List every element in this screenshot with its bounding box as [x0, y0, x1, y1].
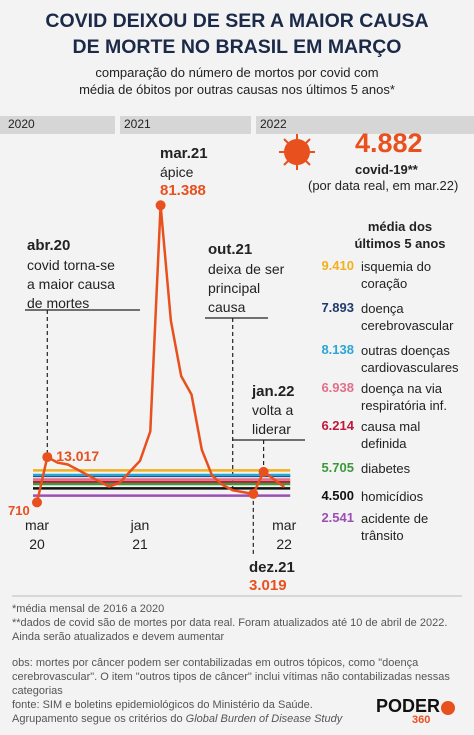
- annotation-text: ápice: [160, 164, 194, 180]
- year-gap: [115, 116, 120, 134]
- legend-value: 9.410: [321, 258, 354, 273]
- legend-title: média dos últimos 5 anos: [354, 219, 446, 251]
- grouping-text: Agrupamento segue os critérios do: [12, 713, 186, 725]
- legend-value: 2.541: [321, 510, 354, 525]
- legend-value: 6.938: [321, 380, 354, 395]
- legend-label: acidente de trânsito: [361, 511, 429, 543]
- year-label: 2020: [8, 117, 35, 131]
- legend-value: 7.893: [321, 300, 354, 315]
- annotation-title: dez.21: [249, 559, 295, 576]
- covid-point: [155, 200, 166, 211]
- annotation-text: covid torna-se a maior causa de mortes: [27, 257, 115, 311]
- legend-label: outras doenças cardiovasculares: [361, 343, 459, 375]
- legend-value: 5.705: [321, 460, 354, 475]
- annotation-text: deixa de ser principal causa: [208, 261, 285, 315]
- annotation-title: jan.22: [252, 383, 295, 400]
- x-tick-label: mar 20: [24, 517, 50, 552]
- year-label: 2021: [124, 117, 151, 131]
- latest-value: 4.882: [355, 128, 423, 158]
- legend-label: causa mal definida: [361, 419, 421, 451]
- annotation-title: abr.20: [27, 237, 71, 254]
- value-label: 13.017: [56, 448, 100, 465]
- annotation-title: out.21: [208, 241, 253, 258]
- virus-icon: [279, 134, 315, 170]
- series-note: (por data real, em mar.22): [308, 178, 459, 193]
- series-name: covid-19**: [355, 162, 418, 177]
- legend-value: 8.138: [321, 342, 354, 357]
- legend-label: doença na via respiratória inf.: [361, 381, 447, 413]
- x-tick-label: mar 22: [272, 517, 297, 552]
- value-label: 710: [8, 503, 30, 518]
- annotation-title: mar.21: [160, 145, 208, 162]
- value-label: 3.019: [249, 577, 287, 594]
- footnote: **dados de covid são de mortes por data …: [12, 617, 448, 643]
- logo-number: 360: [412, 714, 431, 726]
- year-gap: [251, 116, 256, 134]
- covid-point: [32, 497, 42, 508]
- legend-value: 4.500: [321, 488, 354, 503]
- title: COVID DEIXOU DE SER A MAIOR CAUSA DE MOR…: [45, 10, 429, 58]
- obs: obs: mortes por câncer podem ser contabi…: [12, 657, 450, 697]
- covid-point: [42, 452, 53, 463]
- covid-point: [258, 466, 269, 477]
- year-label: 2022: [260, 117, 287, 131]
- grouping: Agrupamento segue os critérios do Global…: [12, 712, 462, 726]
- legend-value: 6.214: [321, 418, 354, 433]
- legend-label: isquemia do coração: [361, 259, 432, 291]
- subtitle: comparação do número de mortos por covid…: [79, 65, 395, 97]
- footnote: *média mensal de 2016 a 2020: [12, 603, 165, 615]
- source: fonte: SIM e boletins epidemiológicos do…: [12, 699, 313, 711]
- legend-label: diabetes: [361, 461, 411, 476]
- value-label: 81.388: [160, 182, 206, 199]
- covid-point: [248, 488, 259, 499]
- legend-label: doença cerebrovascular: [361, 301, 454, 333]
- logo: PODER: [376, 696, 441, 716]
- legend-label: homicídios: [361, 489, 424, 504]
- x-tick-label: jan 21: [130, 517, 150, 552]
- annotation-text: volta a liderar: [252, 402, 294, 437]
- logo-dot: [441, 701, 455, 715]
- grouping-italic: Global Burden of Disease Study: [185, 713, 343, 725]
